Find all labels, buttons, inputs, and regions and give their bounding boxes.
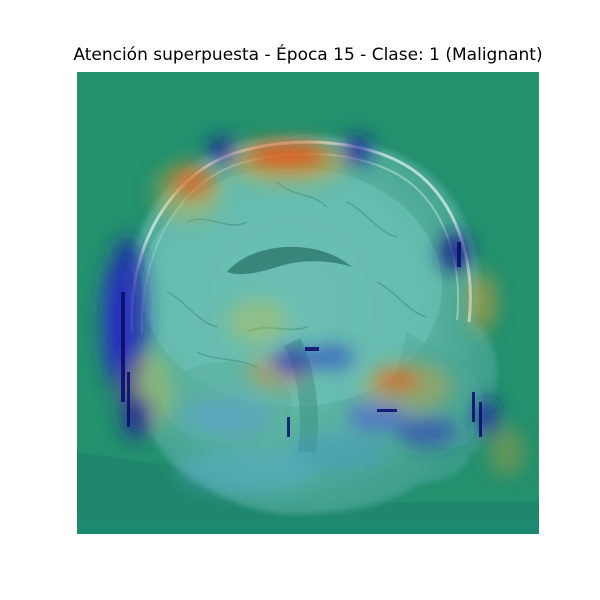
edge-speckles [121,242,482,437]
figure-title: Atención superpuesta - Época 15 - Clase:… [73,45,543,65]
attention-heatmap [101,136,525,494]
brain-region [142,167,442,407]
attention-overlay-image [77,72,539,534]
